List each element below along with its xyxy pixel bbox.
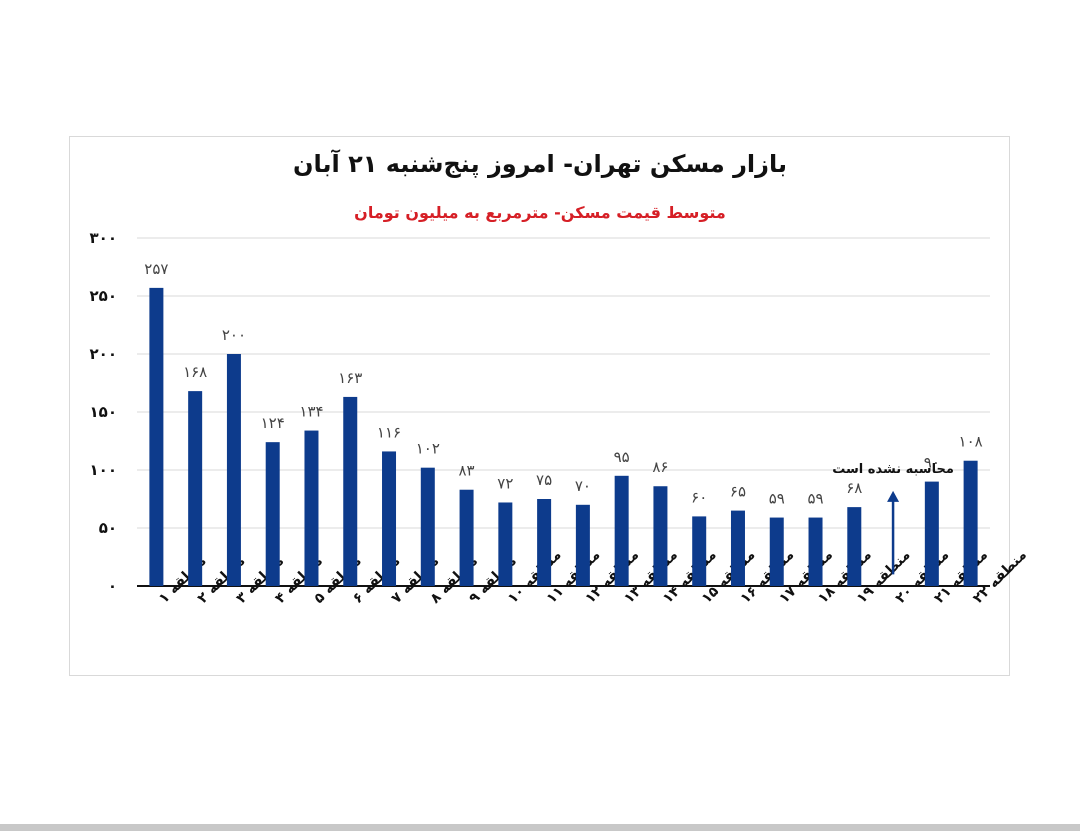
y-tick-label: ۰ [108,577,117,595]
bar [343,396,358,586]
bar [226,354,241,586]
data-label: ۶۰ [691,488,707,506]
bar [498,502,513,586]
y-tick-label: ۵۰ [99,519,117,537]
y-tick-label: ۲۵۰ [90,287,117,305]
bar [382,451,397,586]
data-label: ۷۵ [536,471,552,489]
data-label: ۹۵ [614,448,630,466]
data-label: ۷۲ [497,474,513,492]
bar [188,391,203,586]
bar [459,489,474,586]
data-label: ۱۶۸ [183,363,207,381]
data-label: ۷۰ [575,477,591,495]
y-tick-label: ۱۵۰ [90,403,117,421]
bar [808,517,823,586]
data-label: ۱۲۴ [261,414,285,432]
data-label: ۵۹ [769,490,785,508]
annotation-text: محاسبه نشده است [832,462,954,477]
bar [963,460,978,586]
bar [575,504,590,586]
data-label: ۹۰ [924,454,940,472]
data-label: ۶۸ [846,479,862,497]
y-tick-label: ۲۰۰ [90,345,117,363]
data-label: ۱۰۸ [959,433,983,451]
y-tick-label: ۳۰۰ [90,229,117,247]
data-label: ۱۱۶ [377,423,401,441]
bottom-scroll-bar [0,824,1080,831]
bar [924,481,939,586]
bar [537,499,552,586]
bar [730,510,745,586]
bar [304,430,319,586]
data-label: ۸۳ [459,462,475,480]
chart-title: بازار مسکن تهران- امروز پنج‌شنبه ۲۱ آبان [293,150,787,178]
bar [847,507,862,586]
annotation-arrow-head [887,490,900,502]
data-label: ۵۹ [807,490,823,508]
data-label: ۶۵ [730,483,746,501]
data-label: ۱۶۳ [338,369,362,387]
data-label: ۸۶ [652,458,668,476]
bar [614,475,629,586]
bar [692,516,707,586]
bar [769,517,784,586]
data-label: ۲۵۷ [144,260,168,278]
bar [149,287,164,586]
bar [653,486,668,586]
data-label: ۱۰۲ [416,440,440,458]
chart-subtitle: متوسط قیمت مسکن- مترمربع به میلیون تومان [354,203,726,222]
data-label: ۲۰۰ [222,326,246,344]
bar [265,442,280,586]
y-tick-label: ۱۰۰ [90,461,117,479]
data-label: ۱۳۴ [299,403,323,421]
bar [420,467,435,586]
